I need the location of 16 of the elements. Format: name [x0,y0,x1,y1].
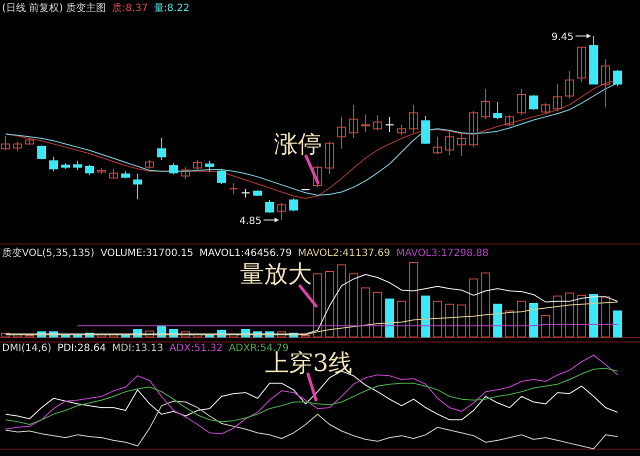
text: 量:8.22 [154,3,190,14]
text: MDI:13.13 [112,343,164,354]
text: MAVOL3:17298.88 [396,248,489,259]
annotation: 9.45 [551,32,574,43]
annotation: 量放大 [240,260,312,288]
text: VOLUME:31700.15 [100,248,194,259]
text: 质:8.37 [112,2,148,14]
text: MAVOL2:41137.69 [298,248,390,259]
chart-title: DMI(14,6) [2,343,52,354]
chart-title: 质变VOL(5,35,135) [2,247,95,259]
text: ADX:51.32 [169,343,223,354]
annotation: 涨停 [274,130,322,158]
chart-title: (日线 前复权) 质变主图 [2,2,106,14]
text: PDI:28.64 [57,343,106,354]
text: MAVOL1:46456.79 [199,248,292,259]
annotation: 4.85 [239,216,262,227]
